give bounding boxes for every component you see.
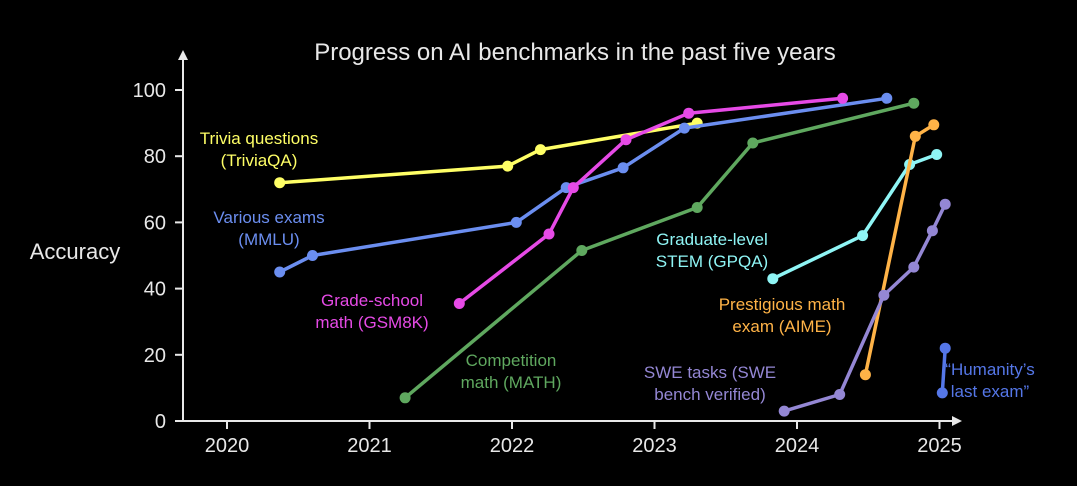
data-point: [453, 298, 465, 309]
data-point: [399, 392, 411, 404]
data-point: [939, 198, 951, 210]
x-tick-label: 2025: [917, 435, 962, 457]
data-point: [928, 119, 940, 131]
series-label: Trivia questions (TriviaQA): [200, 129, 318, 170]
series-1: [274, 92, 893, 278]
data-point: [881, 92, 893, 104]
data-point: [543, 228, 555, 240]
x-tick-label: 2023: [632, 435, 677, 457]
data-point: [908, 97, 920, 109]
series-line: [940, 346, 947, 395]
series-3: [399, 97, 920, 404]
data-point: [274, 177, 286, 189]
data-point: [747, 137, 759, 149]
series-0: [274, 117, 703, 189]
series-label: Graduate-level STEM (GPQA): [656, 230, 768, 271]
data-point: [909, 130, 921, 142]
data-point: [908, 261, 920, 273]
x-axis-arrow: [952, 416, 962, 426]
data-point: [936, 387, 948, 399]
series-label: Grade-school math (GSM8K): [315, 291, 428, 332]
series-label: Competition math (MATH): [461, 351, 562, 392]
y-tick-label: 100: [133, 80, 166, 102]
x-tick-label: 2021: [347, 435, 392, 457]
data-point: [535, 144, 546, 156]
y-axis-arrow: [178, 50, 188, 60]
data-point: [510, 216, 522, 228]
data-point: [683, 107, 695, 119]
data-point: [576, 245, 588, 256]
data-point: [837, 92, 849, 104]
data-point: [778, 405, 790, 417]
data-point: [620, 134, 632, 146]
x-tick-label: 2024: [775, 435, 820, 457]
x-tick-label: 2020: [205, 435, 250, 457]
series-labels: Trivia questions (TriviaQA) Various exams(…: [200, 129, 1035, 404]
axes: 2020 2021 2022 2023 2024 2025 0 20 40 60 80 100: [133, 50, 962, 457]
series-label: SWE tasks (SWE bench verified): [644, 363, 776, 404]
series-label: Prestigious math exam (AIME): [719, 295, 846, 336]
data-point: [617, 162, 629, 174]
y-axis-label: Accuracy: [30, 239, 120, 264]
data-point: [502, 160, 514, 172]
series-layer: [274, 92, 951, 417]
series-label: “Humanity’s last exam”: [945, 360, 1034, 401]
y-tick-label: 20: [144, 345, 166, 367]
series-2: [453, 92, 849, 309]
series-label: Various exams (MMLU): [213, 208, 324, 249]
data-point: [274, 266, 286, 278]
y-tick-label: 40: [144, 279, 166, 301]
series-6: [778, 198, 951, 417]
series-line: [457, 96, 845, 306]
y-tick-label: 0: [155, 411, 166, 433]
data-point: [767, 273, 779, 285]
data-point: [931, 149, 943, 160]
series-line: [771, 152, 939, 281]
y-tick-label: 60: [144, 212, 166, 234]
y-tick-label: 80: [144, 146, 166, 168]
x-tick-label: 2022: [490, 435, 535, 457]
data-point: [859, 369, 871, 381]
series-line: [277, 121, 699, 185]
data-point: [878, 289, 890, 301]
data-point: [678, 122, 690, 134]
data-point: [567, 182, 579, 194]
data-point: [307, 250, 318, 261]
data-point: [834, 389, 846, 400]
data-point: [691, 202, 703, 213]
data-point: [857, 230, 869, 242]
chart-title: Progress on AI benchmarks in the past fi…: [314, 39, 836, 66]
data-point: [939, 342, 951, 354]
data-point: [926, 225, 938, 237]
series-7: [936, 342, 951, 399]
